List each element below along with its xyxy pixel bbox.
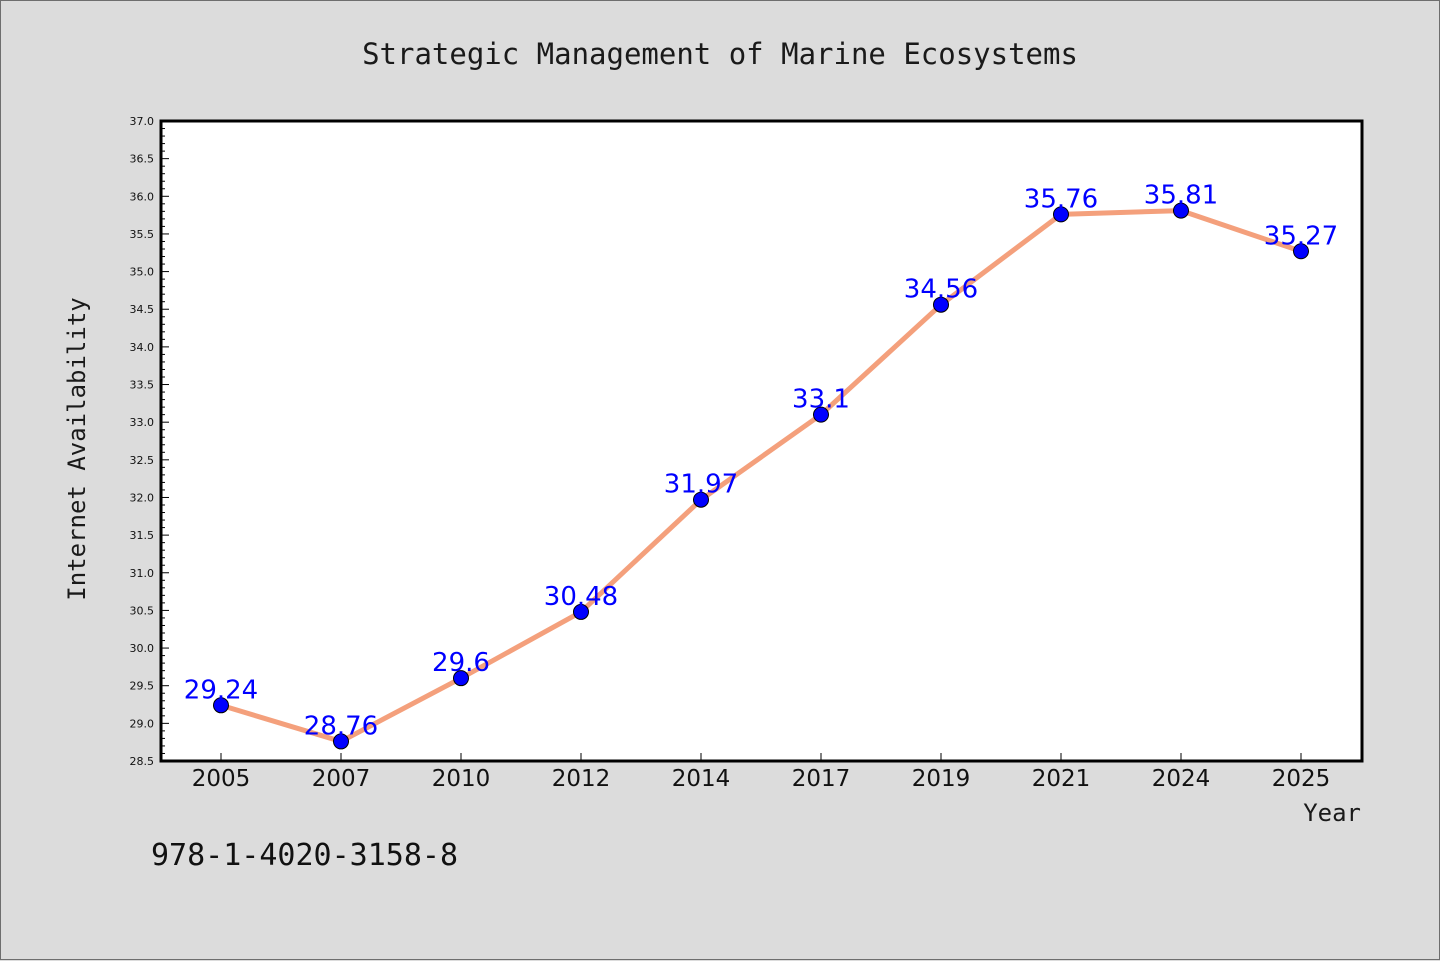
data-label: 29.6: [432, 648, 490, 678]
x-tick-label: 2014: [672, 766, 731, 792]
x-axis-label: Year: [1303, 799, 1361, 827]
data-label: 31.97: [664, 470, 738, 500]
y-tick-label: 29.5: [130, 680, 155, 693]
data-point: [1173, 202, 1189, 219]
y-tick-label: 33.0: [130, 416, 155, 429]
y-tick-label: 30.0: [130, 642, 155, 655]
plot-area: [159, 119, 1364, 763]
x-tick-label: 2017: [792, 766, 851, 792]
data-label: 34.56: [904, 275, 978, 305]
data-labels: 29.24 28.76 29.6 30.48 31.97 33.1 34.56 35.76 35…: [184, 181, 1338, 742]
y-tick-label: 29.0: [130, 717, 155, 730]
y-tick-label: 35.0: [130, 266, 155, 279]
chart-title: Strategic Management of Marine Ecosystem…: [362, 37, 1078, 71]
data-label: 28.76: [304, 711, 378, 741]
y-tick-label: 32.5: [130, 454, 155, 467]
x-tick-label: 2024: [1152, 766, 1211, 792]
data-label: 35.81: [1144, 181, 1218, 211]
y-tick-label: 32.0: [130, 491, 155, 504]
y-axis: 28.5 29.0 29.5 30.0 30.5 31.0 31.5 32.0 32.5 33.0…: [130, 115, 169, 768]
footer-isbn: 978-1-4020-3158-8: [151, 838, 458, 873]
x-axis: 2005 2007 2010 2012 2014 2017 2019 2021 2024 2025: [192, 753, 1331, 792]
y-tick-label: 34.0: [130, 341, 155, 354]
x-tick-label: 2007: [312, 766, 371, 792]
data-point: [333, 733, 349, 750]
data-point: [1053, 206, 1069, 223]
y-tick-label: 31.0: [130, 567, 155, 580]
x-tick-label: 2012: [552, 766, 611, 792]
y-tick-label: 34.5: [130, 303, 155, 316]
x-tick-label: 2025: [1272, 766, 1331, 792]
data-point: [933, 296, 949, 313]
y-tick-label: 30.5: [130, 604, 155, 617]
y-tick-label: 36.5: [130, 153, 155, 166]
y-axis-label: Internet Availability: [63, 297, 91, 600]
y-tick-label: 36.0: [130, 190, 155, 203]
data-label: 33.1: [792, 385, 850, 415]
data-point: [1293, 243, 1309, 260]
data-points: [213, 202, 1309, 750]
y-tick-label: 31.5: [130, 529, 155, 542]
x-tick-label: 2019: [912, 766, 971, 792]
y-tick-label: 35.5: [130, 228, 155, 241]
data-point: [813, 406, 829, 423]
data-label: 35.76: [1024, 184, 1098, 214]
data-label: 35.27: [1264, 221, 1338, 251]
data-point: [573, 603, 589, 620]
y-tick-label: 33.5: [130, 379, 155, 392]
y-tick-label: 28.5: [130, 755, 155, 768]
x-tick-label: 2021: [1032, 766, 1091, 792]
data-point: [693, 491, 709, 508]
data-label: 30.48: [544, 582, 618, 612]
y-tick-label: 37.0: [130, 115, 155, 128]
data-point: [453, 670, 469, 687]
series-line: [218, 208, 1304, 744]
data-label: 29.24: [184, 675, 258, 705]
data-point: [213, 697, 229, 714]
x-tick-label: 2005: [192, 766, 251, 792]
x-tick-label: 2010: [432, 766, 491, 792]
